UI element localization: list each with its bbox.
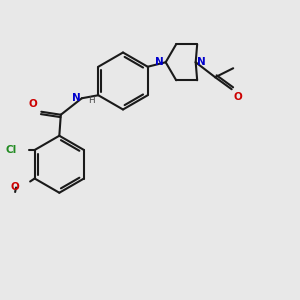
Text: O: O — [233, 92, 242, 102]
Text: O: O — [29, 99, 38, 109]
Text: N: N — [155, 57, 164, 67]
Text: O: O — [11, 182, 20, 193]
Text: Cl: Cl — [5, 145, 16, 155]
Text: H: H — [88, 96, 95, 105]
Text: N: N — [72, 93, 80, 103]
Text: N: N — [197, 57, 206, 67]
